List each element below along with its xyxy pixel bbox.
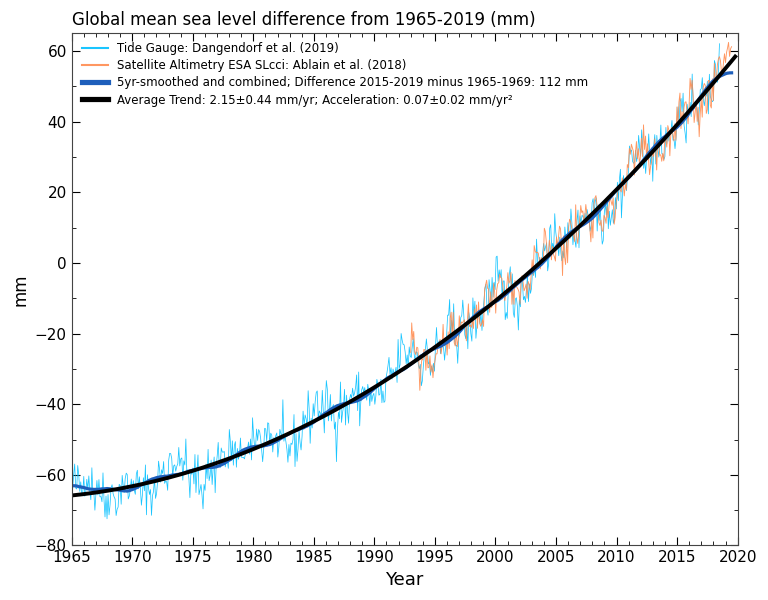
Average Trend: 2.15±0.44 mm/yr; Acceleration: 0.07±0.02 mm/yr²: (1.96e+03, -65.8): 2.15±0.44 mm/yr; Acceleration: 0.07±0.02…	[67, 492, 76, 499]
5yr-smoothed and combined; Difference 2015-2019 minus 1965-1969: 112 mm: (1.99e+03, -30.7): 112 mm: (1.99e+03, -30.7)	[395, 368, 404, 375]
Satellite Altimetry ESA SLcci: Ablain et al. (2018): (1.99e+03, -36.1): Ablain et al. (2018): (1.99e+03, -36.1)	[415, 387, 425, 394]
Satellite Altimetry ESA SLcci: Ablain et al. (2018): (2.02e+03, 62.5): Ablain et al. (2018): (2.02e+03, 62.5)	[724, 39, 733, 46]
Average Trend: 2.15±0.44 mm/yr; Acceleration: 0.07±0.02 mm/yr²: (1.99e+03, -24.7): 2.15±0.44 mm/yr; Acceleration: 0.07±0.02…	[426, 347, 435, 354]
Y-axis label: mm: mm	[11, 273, 29, 306]
5yr-smoothed and combined; Difference 2015-2019 minus 1965-1969: 112 mm: (2.02e+03, 53.8): 112 mm: (2.02e+03, 53.8)	[727, 69, 737, 76]
5yr-smoothed and combined; Difference 2015-2019 minus 1965-1969: 112 mm: (1.97e+03, -64.6): 112 mm: (1.97e+03, -64.6)	[121, 487, 131, 494]
Line: Tide Gauge: Dangendorf et al. (2019): Tide Gauge: Dangendorf et al. (2019)	[71, 44, 720, 519]
Tide Gauge: Dangendorf et al. (2019): (2.02e+03, 45): Dangendorf et al. (2019): (2.02e+03, 45)	[683, 101, 692, 108]
Satellite Altimetry ESA SLcci: Ablain et al. (2018): (2e+03, -25.7): Ablain et al. (2018): (2e+03, -25.7)	[432, 350, 442, 358]
Text: Global mean sea level difference from 1965-2019 (mm): Global mean sea level difference from 19…	[71, 11, 535, 29]
Average Trend: 2.15±0.44 mm/yr; Acceleration: 0.07±0.02 mm/yr²: (2.02e+03, 53): 2.15±0.44 mm/yr; Acceleration: 0.07±0.02…	[715, 72, 724, 79]
Satellite Altimetry ESA SLcci: Ablain et al. (2018): (2.01e+03, 33.8): Ablain et al. (2018): (2.01e+03, 33.8)	[643, 140, 652, 148]
Tide Gauge: Dangendorf et al. (2019): (2e+03, -14): Dangendorf et al. (2019): (2e+03, -14)	[502, 309, 511, 316]
Tide Gauge: Dangendorf et al. (2019): (2.01e+03, 18.5): Dangendorf et al. (2019): (2.01e+03, 18.…	[591, 194, 601, 202]
Line: Satellite Altimetry ESA SLcci: Ablain et al. (2018): Satellite Altimetry ESA SLcci: Ablain et…	[411, 43, 732, 391]
Tide Gauge: Dangendorf et al. (2019): (1.96e+03, -64.1): Dangendorf et al. (2019): (1.96e+03, -64…	[67, 486, 76, 493]
Satellite Altimetry ESA SLcci: Ablain et al. (2018): (2e+03, -5.81): Ablain et al. (2018): (2e+03, -5.81)	[493, 280, 502, 287]
Average Trend: 2.15±0.44 mm/yr; Acceleration: 0.07±0.02 mm/yr²: (2e+03, -17.2): 2.15±0.44 mm/yr; Acceleration: 0.07±0.02…	[462, 320, 472, 327]
Tide Gauge: Dangendorf et al. (2019): (1.97e+03, -62.4): Dangendorf et al. (2019): (1.97e+03, -62…	[160, 480, 169, 487]
Average Trend: 2.15±0.44 mm/yr; Acceleration: 0.07±0.02 mm/yr²: (1.99e+03, -33): 2.15±0.44 mm/yr; Acceleration: 0.07±0.02…	[382, 376, 392, 383]
Satellite Altimetry ESA SLcci: Ablain et al. (2018): (2.02e+03, 61.3): Ablain et al. (2018): (2.02e+03, 61.3)	[727, 43, 737, 50]
5yr-smoothed and combined; Difference 2015-2019 minus 1965-1969: 112 mm: (2e+03, -16): 112 mm: (2e+03, -16)	[466, 316, 475, 323]
Satellite Altimetry ESA SLcci: Ablain et al. (2018): (2.01e+03, 20.8): Ablain et al. (2018): (2.01e+03, 20.8)	[616, 186, 625, 193]
Tide Gauge: Dangendorf et al. (2019): (2.02e+03, 62.1): Dangendorf et al. (2019): (2.02e+03, 62.…	[715, 40, 724, 47]
5yr-smoothed and combined; Difference 2015-2019 minus 1965-1969: 112 mm: (1.96e+03, -63.1): 112 mm: (1.96e+03, -63.1)	[67, 482, 76, 489]
5yr-smoothed and combined; Difference 2015-2019 minus 1965-1969: 112 mm: (2.02e+03, 53.6): 112 mm: (2.02e+03, 53.6)	[721, 70, 730, 77]
Tide Gauge: Dangendorf et al. (2019): (2.01e+03, 0.638): Dangendorf et al. (2019): (2.01e+03, 0.6…	[558, 257, 567, 265]
Legend: Tide Gauge: Dangendorf et al. (2019), Satellite Altimetry ESA SLcci: Ablain et a: Tide Gauge: Dangendorf et al. (2019), Sa…	[78, 38, 592, 110]
Satellite Altimetry ESA SLcci: Ablain et al. (2018): (1.99e+03, -25.3): Ablain et al. (2018): (1.99e+03, -25.3)	[406, 349, 415, 356]
Tide Gauge: Dangendorf et al. (2019): (1.97e+03, -72.4): Dangendorf et al. (2019): (1.97e+03, -72…	[102, 515, 111, 523]
Satellite Altimetry ESA SLcci: Ablain et al. (2018): (2.01e+03, 32.4): Ablain et al. (2018): (2.01e+03, 32.4)	[624, 145, 634, 152]
X-axis label: Year: Year	[386, 571, 424, 589]
Average Trend: 2.15±0.44 mm/yr; Acceleration: 0.07±0.02 mm/yr²: (2.01e+03, 20.5): 2.15±0.44 mm/yr; Acceleration: 0.07±0.02…	[611, 187, 620, 194]
5yr-smoothed and combined; Difference 2015-2019 minus 1965-1969: 112 mm: (1.97e+03, -59.9): 112 mm: (1.97e+03, -59.9)	[171, 471, 180, 478]
5yr-smoothed and combined; Difference 2015-2019 minus 1965-1969: 112 mm: (2.02e+03, 53.1): 112 mm: (2.02e+03, 53.1)	[717, 72, 726, 79]
Average Trend: 2.15±0.44 mm/yr; Acceleration: 0.07±0.02 mm/yr²: (2.02e+03, 58.4): 2.15±0.44 mm/yr; Acceleration: 0.07±0.02…	[730, 53, 740, 60]
Average Trend: 2.15±0.44 mm/yr; Acceleration: 0.07±0.02 mm/yr²: (1.99e+03, -32.3): 2.15±0.44 mm/yr; Acceleration: 0.07±0.02…	[386, 373, 396, 380]
5yr-smoothed and combined; Difference 2015-2019 minus 1965-1969: 112 mm: (2.01e+03, 34.3): 112 mm: (2.01e+03, 34.3)	[654, 139, 664, 146]
Line: 5yr-smoothed and combined; Difference 2015-2019 minus 1965-1969: 112 mm: 5yr-smoothed and combined; Difference 20…	[71, 73, 732, 491]
Line: Average Trend: 2.15±0.44 mm/yr; Acceleration: 0.07±0.02 mm/yr²: Average Trend: 2.15±0.44 mm/yr; Accelera…	[71, 56, 735, 496]
Satellite Altimetry ESA SLcci: Ablain et al. (2018): (2.01e+03, 12.4): Ablain et al. (2018): (2.01e+03, 12.4)	[565, 215, 574, 223]
Tide Gauge: Dangendorf et al. (2019): (1.99e+03, -47.1): Dangendorf et al. (2019): (1.99e+03, -47…	[329, 425, 339, 433]
